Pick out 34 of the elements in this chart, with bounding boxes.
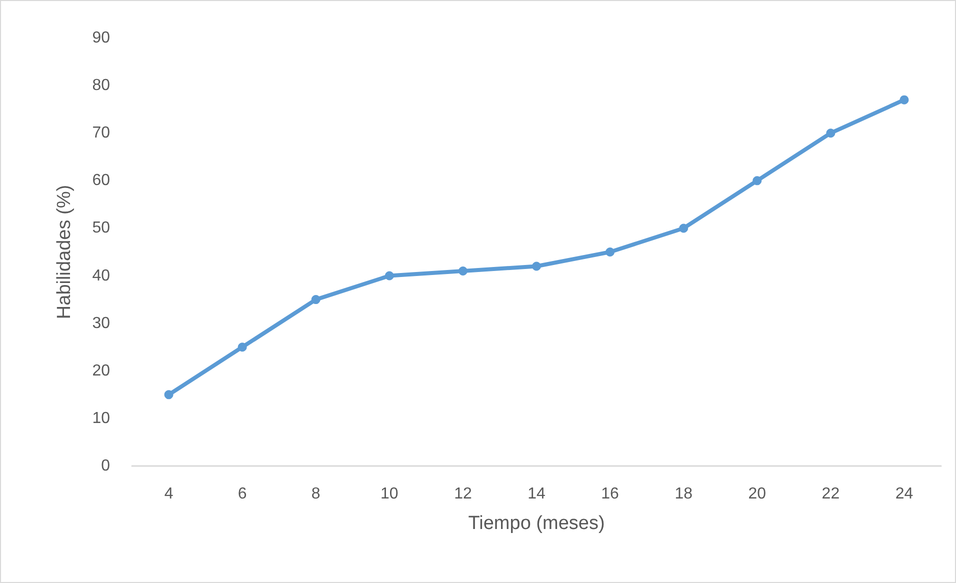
point [900, 95, 909, 104]
y-tick-label: 80 [92, 77, 110, 94]
x-tick-label: 10 [380, 486, 398, 502]
y-tick-label: 60 [92, 172, 110, 190]
x-tick-label: 16 [601, 486, 620, 502]
y-tick-label: 30 [92, 314, 110, 332]
point [826, 128, 836, 138]
x-tick-label: 12 [454, 486, 472, 502]
point [458, 266, 468, 276]
x-tick-label: 24 [895, 486, 914, 502]
point [679, 224, 688, 233]
x-tick-label: 18 [674, 486, 693, 502]
y-tick-label: 50 [92, 220, 110, 237]
point [606, 248, 615, 256]
x-tick-label: 8 [311, 486, 320, 502]
point [164, 390, 174, 400]
x-tick-label: 6 [238, 486, 247, 502]
x-axis-title: Tiempo (meses) [468, 513, 605, 534]
y-tick-label: 20 [92, 362, 110, 380]
x-tick-label: 20 [748, 486, 766, 502]
point [311, 295, 320, 304]
point [238, 342, 247, 352]
y-tick-label: 40 [92, 267, 110, 284]
x-tick-label: 14 [528, 486, 546, 502]
point [384, 271, 394, 280]
x-tick-label: 22 [822, 486, 840, 502]
y-tick-label: 10 [92, 410, 110, 427]
y-axis-title: Habilidades (%) [54, 184, 75, 320]
y-tick-label: 70 [92, 124, 110, 142]
point [752, 176, 762, 186]
x-tick-label: 4 [164, 486, 174, 502]
y-tick-label: 0 [101, 458, 110, 474]
y-tick-label: 90 [92, 30, 110, 46]
point [532, 262, 541, 271]
